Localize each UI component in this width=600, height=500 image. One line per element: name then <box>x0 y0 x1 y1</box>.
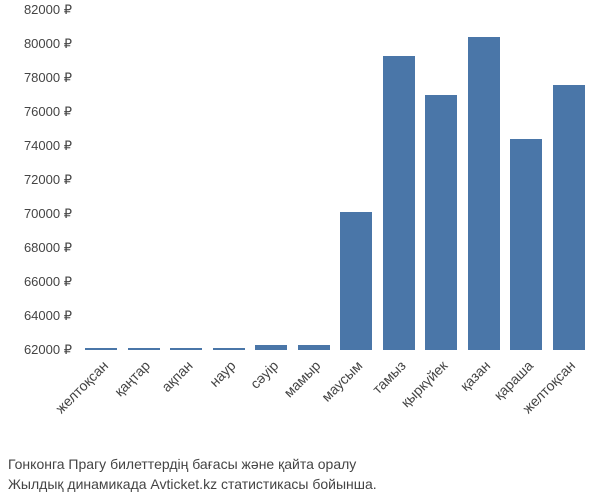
x-tick-label: наур <box>206 357 239 390</box>
bar <box>510 139 542 350</box>
bar <box>298 345 330 350</box>
bar <box>128 348 160 350</box>
y-tick-label: 66000 ₽ <box>24 274 72 290</box>
x-tick-label: қазан <box>457 357 494 394</box>
y-tick-label: 76000 ₽ <box>24 104 72 120</box>
bar <box>213 348 245 350</box>
bar <box>170 348 202 350</box>
bar <box>383 56 415 350</box>
y-axis: 62000 ₽64000 ₽66000 ₽68000 ₽70000 ₽72000… <box>0 10 78 350</box>
y-tick-label: 82000 ₽ <box>24 2 72 18</box>
plot-area <box>80 10 590 350</box>
x-tick-label: тамыз <box>369 357 409 397</box>
chart-caption: Гонконга Прагу билеттердің бағасы және қ… <box>8 455 377 494</box>
y-tick-label: 62000 ₽ <box>24 342 72 358</box>
x-tick-label: мамыр <box>280 357 323 400</box>
x-tick-label: ақпан <box>158 357 195 394</box>
x-tick-label: маусым <box>319 357 366 404</box>
y-tick-label: 68000 ₽ <box>24 240 72 256</box>
y-tick-label: 70000 ₽ <box>24 206 72 222</box>
bar <box>468 37 500 350</box>
bar <box>553 85 585 350</box>
x-tick-label: сәуір <box>246 357 280 391</box>
y-tick-label: 78000 ₽ <box>24 70 72 86</box>
bar <box>425 95 457 350</box>
caption-line-2: Жылдық динамикада Avticket.kz статистика… <box>8 475 377 495</box>
x-tick-label: желтоқсан <box>52 357 111 416</box>
y-tick-label: 64000 ₽ <box>24 308 72 324</box>
y-tick-label: 80000 ₽ <box>24 36 72 52</box>
y-tick-label: 74000 ₽ <box>24 138 72 154</box>
bar <box>85 348 117 350</box>
x-axis-labels: желтоқсанқаңтарақпаннаурсәуірмамырмаусым… <box>80 355 590 450</box>
x-tick-label: қаңтар <box>111 357 153 399</box>
y-tick-label: 72000 ₽ <box>24 172 72 188</box>
bar <box>340 212 372 350</box>
caption-line-1: Гонконга Прагу билеттердің бағасы және қ… <box>8 455 377 475</box>
bar <box>255 345 287 350</box>
chart-plot <box>80 10 590 350</box>
